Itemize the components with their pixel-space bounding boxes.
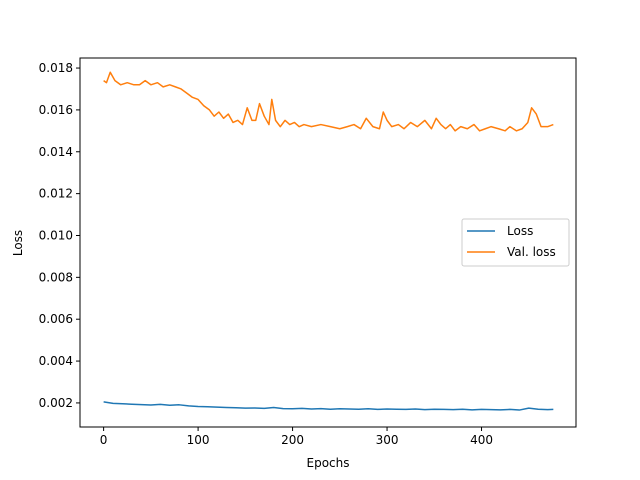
x-tick-label: 200 <box>281 433 304 447</box>
y-axis: 0.002 0.004 0.006 0.008 0.010 0.012 0.014 0.016… <box>39 61 80 410</box>
y-tick-label: 0.014 <box>39 145 73 159</box>
x-tick-label: 300 <box>376 433 399 447</box>
y-tick-label: 0.012 <box>39 187 73 201</box>
legend-label-loss: Loss <box>507 224 533 238</box>
y-tick-label: 0.008 <box>39 270 73 284</box>
y-tick-label: 0.004 <box>39 354 73 368</box>
y-tick-label: 0.018 <box>39 61 73 75</box>
x-tick-label: 0 <box>100 433 108 447</box>
legend: Loss Val. loss <box>461 218 570 267</box>
legend-label-val-loss: Val. loss <box>507 245 556 259</box>
x-tick-label: 400 <box>470 433 493 447</box>
axes-frame <box>79 57 577 428</box>
y-axis-label: Loss <box>11 230 25 256</box>
y-tick-label: 0.006 <box>39 312 73 326</box>
series-line-val-loss <box>103 71 554 132</box>
y-tick-label: 0.002 <box>39 396 73 410</box>
y-tick-label: 0.016 <box>39 103 73 117</box>
x-axis: 0 100 200 300 400 <box>100 427 493 447</box>
x-tick-label: 100 <box>187 433 210 447</box>
series-line-loss <box>103 401 554 411</box>
plot-area <box>103 71 554 411</box>
y-tick-label: 0.010 <box>39 228 73 242</box>
x-axis-label: Epochs <box>307 456 350 470</box>
